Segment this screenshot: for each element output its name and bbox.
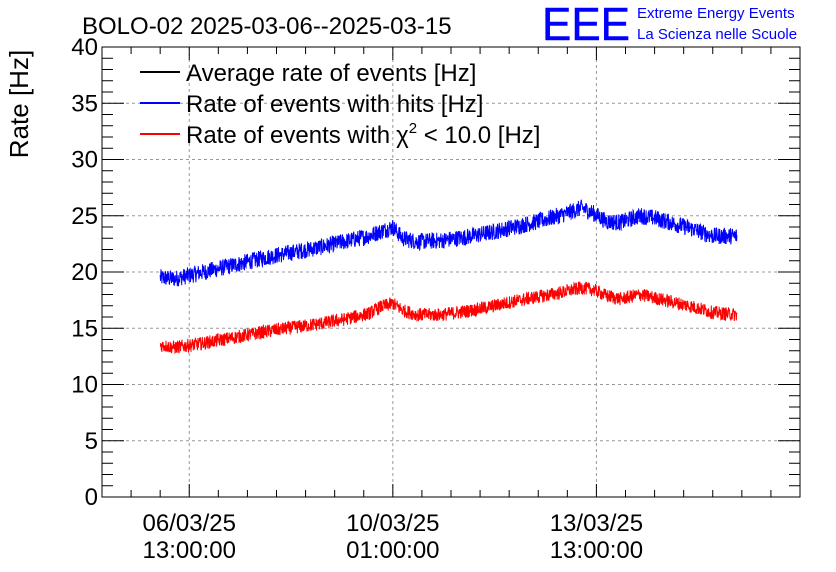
legend-label-chi2-main: Rate of events with — [186, 122, 390, 149]
series-layer — [159, 199, 738, 355]
y-tick-label: 25 — [71, 203, 98, 230]
axis-ticks — [102, 46, 800, 498]
legend-label-chi2-symbol: χ — [396, 122, 409, 149]
y-tick-labels: 0 5 10 15 20 25 30 35 40 — [71, 34, 98, 511]
legend-label-chi2: Rate of events with χ2 < 10.0 [Hz] — [186, 120, 540, 149]
y-tick-label: 0 — [85, 484, 98, 511]
x-tick-labels: 06/03/2513:00:0010/03/2501:00:0013/03/25… — [143, 510, 644, 564]
eee-logo-line1: Extreme Energy Events — [637, 5, 795, 22]
series-line-hits — [159, 199, 738, 287]
y-tick-label: 10 — [71, 372, 98, 399]
y-tick-label: 5 — [85, 428, 98, 455]
eee-logo: EEE Extreme Energy Events La Scienza nel… — [542, 0, 797, 50]
legend: Average rate of events [Hz] Rate of even… — [140, 60, 540, 149]
y-axis-label: Rate [Hz] — [4, 50, 34, 158]
x-tick-date: 13/03/25 — [550, 510, 643, 537]
eee-logo-mark: EEE — [542, 0, 630, 50]
legend-label-chi2-tail: < 10.0 [Hz] — [417, 122, 540, 149]
y-tick-label: 15 — [71, 315, 98, 342]
y-tick-label: 35 — [71, 90, 98, 117]
legend-label-hits: Rate of events with hits [Hz] — [186, 91, 483, 118]
legend-label-chi2-sup: 2 — [409, 120, 417, 137]
x-tick-date: 10/03/25 — [346, 510, 439, 537]
y-tick-label: 40 — [71, 34, 98, 61]
x-tick-time: 13:00:00 — [143, 537, 236, 564]
x-tick-time: 13:00:00 — [550, 537, 643, 564]
series-line-chi2 — [159, 281, 738, 355]
x-tick-time: 01:00:00 — [346, 537, 439, 564]
y-tick-label: 20 — [71, 259, 98, 286]
x-tick-date: 06/03/25 — [143, 510, 236, 537]
y-tick-label: 30 — [71, 147, 98, 174]
chart-title: BOLO-02 2025-03-06--2025-03-15 — [82, 13, 452, 40]
eee-logo-line2: La Scienza nelle Scuole — [637, 26, 797, 43]
legend-label-average: Average rate of events [Hz] — [186, 60, 476, 87]
